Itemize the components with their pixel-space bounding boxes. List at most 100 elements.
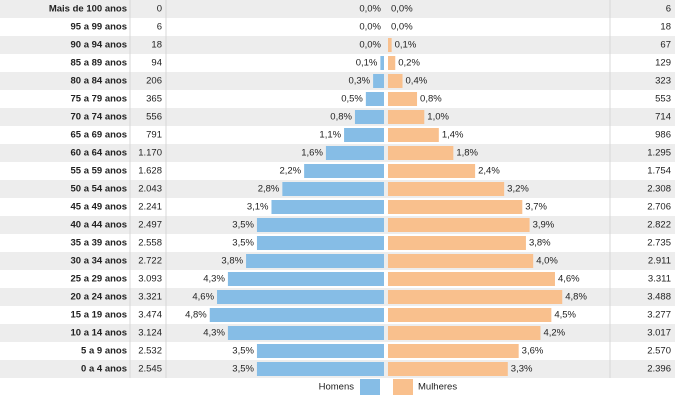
women-count: 2.735 — [647, 238, 671, 249]
value-label: 0,8% — [420, 94, 442, 105]
women-count: 553 — [655, 94, 671, 105]
bar — [256, 236, 384, 250]
value-label: 0,5% — [341, 94, 363, 105]
women-count: 3.017 — [647, 328, 671, 339]
men-count: 3.321 — [138, 292, 162, 303]
value-label: 0,1% — [356, 58, 378, 69]
value-label: 0,8% — [330, 112, 352, 123]
age-label: 10 a 14 anos — [70, 328, 127, 339]
row-background — [0, 0, 675, 18]
bar — [373, 74, 384, 88]
men-count: 2.497 — [138, 220, 162, 231]
row-background — [0, 108, 675, 126]
value-label: 3,9% — [533, 220, 555, 231]
legend-swatch — [393, 379, 413, 395]
value-label: 4,8% — [185, 310, 207, 321]
age-label: 25 a 29 anos — [70, 274, 127, 285]
value-label: 4,6% — [192, 292, 214, 303]
bar — [388, 218, 530, 232]
age-label: 85 a 89 anos — [70, 58, 127, 69]
men-count: 206 — [146, 76, 162, 87]
bar — [217, 290, 384, 304]
women-count: 1.754 — [647, 166, 671, 177]
value-label: 4,3% — [203, 328, 225, 339]
value-label: 2,4% — [478, 166, 500, 177]
men-count: 1.628 — [138, 166, 162, 177]
value-label: 3,3% — [511, 364, 533, 375]
men-count: 2.241 — [138, 202, 162, 213]
men-count: 2.545 — [138, 364, 162, 375]
men-count: 2.043 — [138, 184, 162, 195]
bar — [388, 74, 403, 88]
bar — [388, 164, 476, 178]
bar — [256, 362, 384, 376]
value-label: 1,1% — [319, 130, 341, 141]
bar — [388, 290, 563, 304]
bar — [388, 200, 523, 214]
bar — [365, 92, 384, 106]
value-label: 3,7% — [525, 202, 547, 213]
value-label: 4,6% — [558, 274, 580, 285]
value-label: 3,2% — [507, 184, 529, 195]
row-background — [0, 36, 675, 54]
bar — [209, 308, 384, 322]
men-count: 94 — [151, 58, 162, 69]
men-count: 3.474 — [138, 310, 162, 321]
value-label: 4,3% — [203, 274, 225, 285]
bar — [256, 218, 384, 232]
bar — [388, 326, 541, 340]
women-count: 2.308 — [647, 184, 671, 195]
women-count: 3.488 — [647, 292, 671, 303]
men-count: 6 — [157, 22, 162, 33]
men-count: 1.170 — [138, 148, 162, 159]
age-label: 35 a 39 anos — [70, 238, 127, 249]
women-count: 323 — [655, 76, 671, 87]
men-count: 365 — [146, 94, 162, 105]
age-label: 60 a 64 anos — [70, 148, 127, 159]
value-label: 3,5% — [232, 346, 254, 357]
value-label: 0,0% — [359, 4, 381, 15]
women-count: 2.570 — [647, 346, 671, 357]
men-count: 2.722 — [138, 256, 162, 267]
value-label: 1,6% — [301, 148, 323, 159]
value-label: 2,2% — [279, 166, 301, 177]
row-background — [0, 72, 675, 90]
age-label: 40 a 44 anos — [70, 220, 127, 231]
value-label: 3,1% — [247, 202, 269, 213]
bar — [388, 38, 392, 52]
legend-label: Mulheres — [418, 382, 457, 393]
men-count: 3.124 — [138, 328, 162, 339]
value-label: 0,0% — [391, 4, 413, 15]
age-label: 55 a 59 anos — [70, 166, 127, 177]
men-count: 0 — [157, 4, 162, 15]
value-label: 0,4% — [406, 76, 428, 87]
age-label: 15 a 19 anos — [70, 310, 127, 321]
value-label: 4,0% — [536, 256, 558, 267]
bar — [344, 128, 384, 142]
value-label: 1,4% — [442, 130, 464, 141]
women-count: 714 — [655, 112, 671, 123]
women-count: 67 — [660, 40, 671, 51]
age-label: 65 a 69 anos — [70, 130, 127, 141]
age-label: 30 a 34 anos — [70, 256, 127, 267]
value-label: 3,8% — [529, 238, 551, 249]
age-label: 5 a 9 anos — [81, 346, 127, 357]
age-label: 45 a 49 anos — [70, 202, 127, 213]
women-count: 2.396 — [647, 364, 671, 375]
value-label: 2,8% — [258, 184, 280, 195]
value-label: 1,0% — [427, 112, 449, 123]
women-count: 18 — [660, 22, 671, 33]
value-label: 0,2% — [398, 58, 420, 69]
value-label: 1,8% — [456, 148, 478, 159]
age-label: 75 a 79 anos — [70, 94, 127, 105]
bar — [380, 56, 384, 70]
bar — [354, 110, 384, 124]
women-count: 2.911 — [648, 256, 671, 267]
value-label: 4,5% — [554, 310, 576, 321]
legend-label: Homens — [319, 382, 355, 393]
men-count: 3.093 — [138, 274, 162, 285]
women-count: 1.295 — [647, 148, 671, 159]
bar — [282, 182, 384, 196]
women-count: 3.311 — [648, 274, 671, 285]
